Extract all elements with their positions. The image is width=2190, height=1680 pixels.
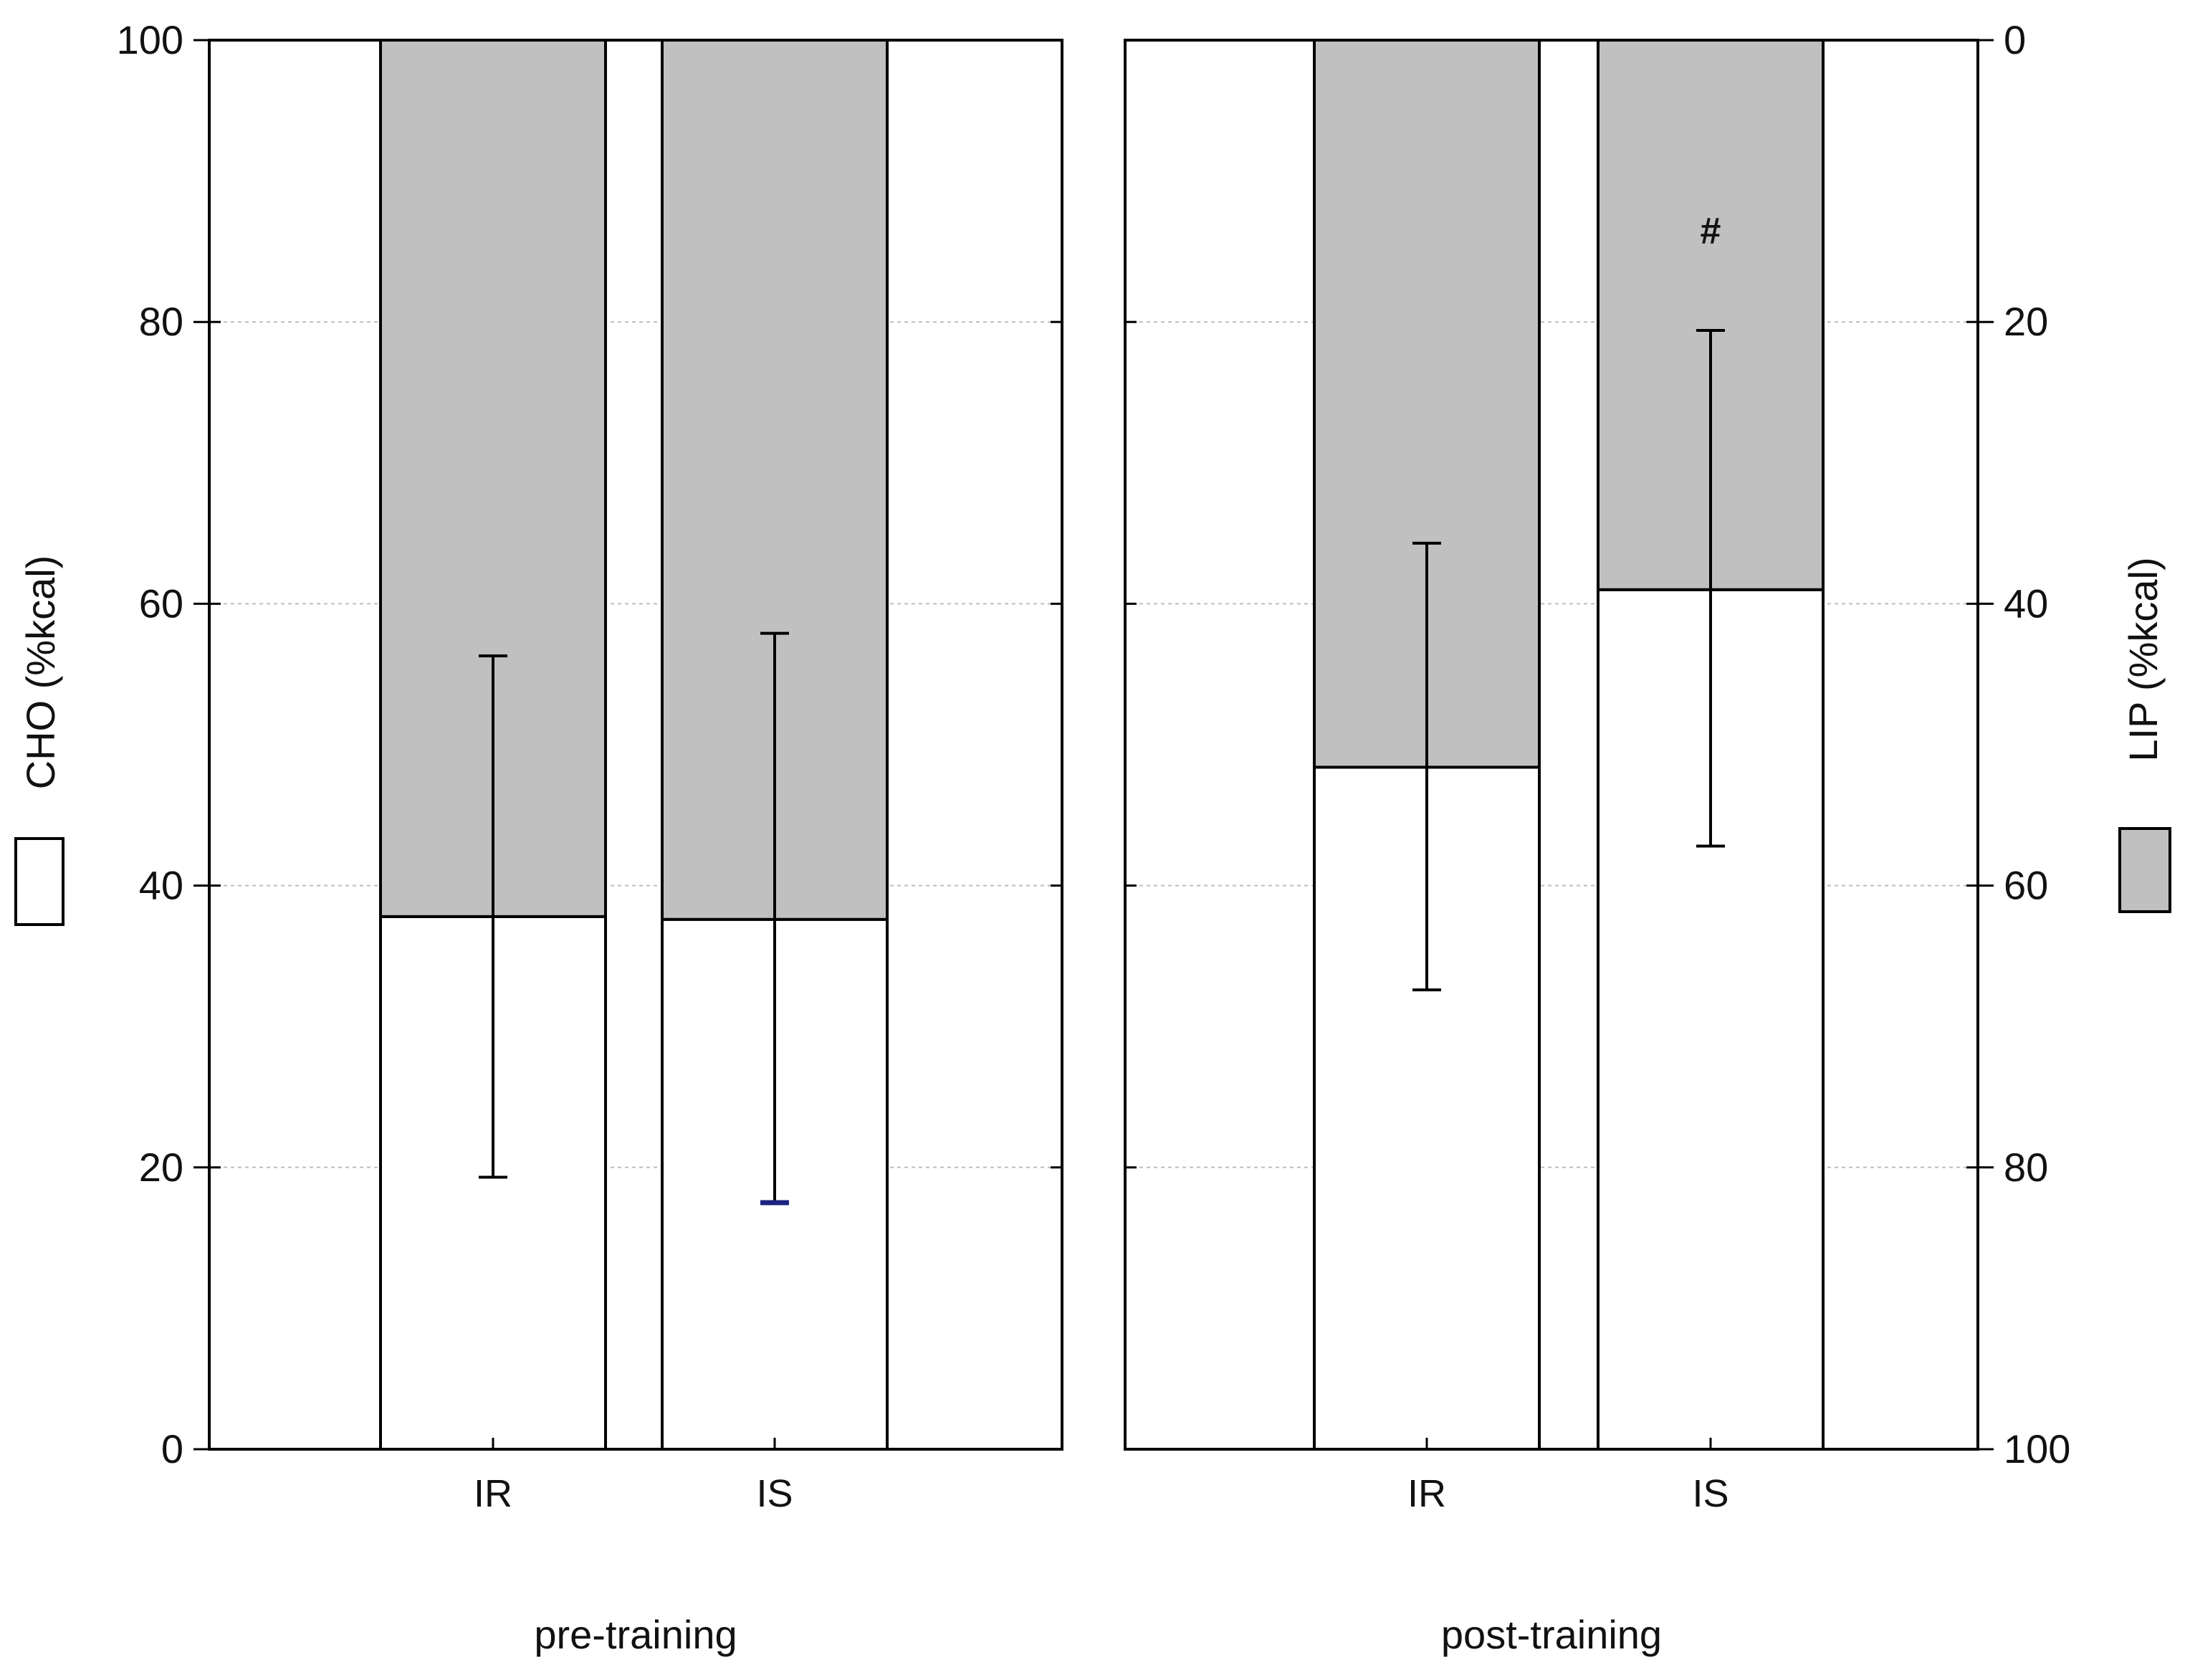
legend-swatch-cho bbox=[14, 837, 64, 926]
category-label-pre-training-IR: IR bbox=[474, 1472, 512, 1515]
grid-lines bbox=[209, 321, 1978, 1168]
right-axis-tick-label-0: 0 bbox=[2004, 17, 2026, 62]
right-axis-tick-label-40: 40 bbox=[2004, 581, 2048, 626]
panel-frames bbox=[208, 39, 1979, 1451]
error-bars bbox=[479, 328, 1725, 1206]
right-axis-tick-label-100: 100 bbox=[2004, 1426, 2070, 1471]
panel-frame-post-training bbox=[1124, 39, 1979, 1451]
category-label-post-training-IR: IR bbox=[1407, 1472, 1446, 1515]
right-axis-tick-label-60: 60 bbox=[2004, 863, 2048, 908]
left-axis-tick-label-100: 100 bbox=[117, 17, 183, 62]
annotation-post-training-0: # bbox=[1701, 210, 1721, 252]
bars bbox=[379, 39, 1825, 1451]
axis-ticks bbox=[193, 39, 1994, 1451]
axis-labels: IR IS pre-training IR IS # post-training 0 20 40 6… bbox=[18, 17, 2166, 1657]
left-axis-label: CHO (%kcal) bbox=[18, 555, 63, 790]
legend-swatch-lip bbox=[2118, 827, 2171, 913]
category-label-post-training-IS: IS bbox=[1692, 1472, 1728, 1515]
panel-frame-pre-training bbox=[208, 39, 1063, 1451]
left-axis-tick-label-40: 40 bbox=[139, 863, 183, 908]
legend bbox=[14, 827, 2171, 926]
right-axis-label: LIP (%kcal) bbox=[2120, 557, 2166, 761]
left-axis-tick-label-0: 0 bbox=[161, 1426, 183, 1471]
right-axis-tick-label-20: 20 bbox=[2004, 299, 2048, 344]
panel-label-post-training: post-training bbox=[1441, 1612, 1662, 1657]
right-axis-tick-label-80: 80 bbox=[2004, 1145, 2048, 1190]
panel-label-pre-training: pre-training bbox=[534, 1612, 737, 1657]
left-axis-tick-label-20: 20 bbox=[139, 1145, 183, 1190]
left-axis-tick-label-60: 60 bbox=[139, 581, 183, 626]
left-axis-tick-label-80: 80 bbox=[139, 299, 183, 344]
category-label-pre-training-IS: IS bbox=[756, 1472, 793, 1515]
